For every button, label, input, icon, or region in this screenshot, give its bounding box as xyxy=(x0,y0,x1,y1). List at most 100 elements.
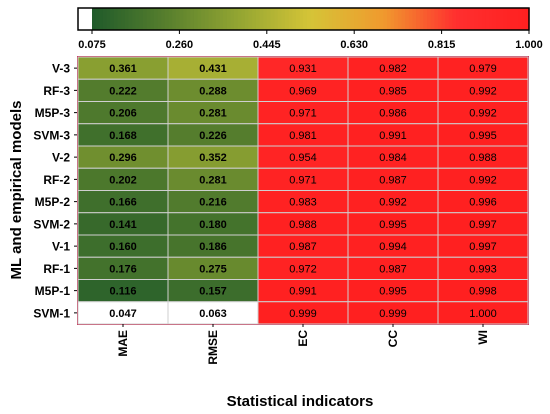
colorbar-segment xyxy=(488,8,494,30)
cell-value-label: 0.986 xyxy=(379,108,407,120)
colorbar-segment xyxy=(335,8,341,30)
colorbar-segment xyxy=(481,8,486,30)
colorbar-segment xyxy=(401,8,406,30)
cell-value-label: 0.972 xyxy=(289,263,317,275)
colorbar-segment xyxy=(234,8,239,30)
cell-value-label: 0.141 xyxy=(109,219,137,231)
colorbar-segment xyxy=(306,8,312,30)
colorbar-segment xyxy=(124,8,130,30)
cell-value-label: 0.987 xyxy=(289,241,317,253)
colorbar-segment xyxy=(525,8,530,30)
colorbar-segment xyxy=(470,8,475,30)
cell-value-label: 0.160 xyxy=(109,241,137,253)
colorbar-segment xyxy=(281,8,286,30)
colorbar-segment xyxy=(153,8,159,30)
colorbar-segment xyxy=(230,8,235,30)
colorbar-segment xyxy=(295,8,301,30)
colorbar-segment xyxy=(390,8,395,30)
colorbar-segment xyxy=(226,8,231,30)
colorbar-segment xyxy=(212,8,217,30)
colorbar-tick-label: 0.075 xyxy=(78,39,106,51)
colorbar-segment xyxy=(368,8,374,30)
colorbar-segment xyxy=(270,8,275,30)
colorbar-segment xyxy=(430,8,435,30)
colorbar-below-min xyxy=(78,8,92,30)
cell-value-label: 0.995 xyxy=(379,286,407,298)
colorbar-segment xyxy=(106,8,111,30)
colorbar-segment xyxy=(241,8,246,30)
cell-value-label: 0.995 xyxy=(379,219,407,231)
cell-value-label: 0.988 xyxy=(289,219,317,231)
colorbar-segment xyxy=(201,8,206,30)
cell-value-label: 0.157 xyxy=(199,286,227,298)
colorbar-segment xyxy=(204,8,210,30)
colorbar-tick-label: 0.630 xyxy=(340,39,368,51)
colorbar-segment xyxy=(168,8,173,30)
cell-value-label: 0.996 xyxy=(469,197,497,209)
colorbar-segment xyxy=(237,8,242,30)
colorbar-segment xyxy=(339,8,344,30)
colorbar-segment xyxy=(197,8,202,30)
cell-value-label: 0.992 xyxy=(379,197,407,209)
x-tick-labels: MAE RMSE EC CC WI xyxy=(116,324,490,365)
cell-value-label: 0.997 xyxy=(469,241,497,253)
cell-value-label: 0.971 xyxy=(289,108,317,120)
cell-value-label: 0.992 xyxy=(469,85,497,97)
colorbar-segment xyxy=(121,8,126,30)
cell-value-label: 1.000 xyxy=(469,308,497,320)
x-tick-label: MAE xyxy=(116,330,130,357)
cell-value-label: 0.997 xyxy=(469,219,497,231)
colorbar-segment xyxy=(499,8,505,30)
colorbar-segment xyxy=(92,8,97,30)
y-tick-label: M5P-1 xyxy=(35,284,71,298)
colorbar-tick-label: 0.445 xyxy=(253,39,281,51)
colorbar-segment xyxy=(164,8,170,30)
x-tick-label: WI xyxy=(476,330,490,345)
colorbar-segment xyxy=(328,8,333,30)
cell-value-label: 0.288 xyxy=(199,85,227,97)
colorbar-segment xyxy=(474,8,479,30)
colorbar-segment xyxy=(310,8,315,30)
colorbar-segment xyxy=(314,8,319,30)
colorbar-segment xyxy=(252,8,257,30)
colorbar-segment xyxy=(113,8,119,30)
colorbar-segment xyxy=(434,8,439,30)
cell-value-label: 0.984 xyxy=(379,152,407,164)
cell-value-label: 0.969 xyxy=(289,85,317,97)
cell-value-label: 0.047 xyxy=(109,308,137,320)
y-tick-label: RF-1 xyxy=(43,262,70,276)
colorbar: 0.075 0.260 0.445 0.630 0.815 1.000 xyxy=(77,7,543,51)
cell-value-label: 0.275 xyxy=(199,263,227,275)
cell-value-label: 0.992 xyxy=(469,174,497,186)
cell-value-label: 0.281 xyxy=(199,108,227,120)
colorbar-tick-label: 0.815 xyxy=(428,39,456,51)
colorbar-segment xyxy=(259,8,264,30)
colorbar-segment xyxy=(142,8,148,30)
cell-value-label: 0.998 xyxy=(469,286,497,298)
y-tick-label: V-2 xyxy=(52,151,70,165)
colorbar-segment xyxy=(437,8,443,30)
y-tick-label: V-3 xyxy=(52,62,70,76)
cell-value-label: 0.168 xyxy=(109,130,137,142)
colorbar-segment xyxy=(521,8,526,30)
cell-value-label: 0.202 xyxy=(109,174,137,186)
y-axis-label: ML and empirical models xyxy=(8,101,25,280)
cell-value-label: 0.995 xyxy=(469,130,497,142)
cell-value-label: 0.954 xyxy=(289,152,317,164)
colorbar-segment xyxy=(485,8,490,30)
colorbar-segment xyxy=(208,8,213,30)
colorbar-segment xyxy=(299,8,304,30)
colorbar-segment xyxy=(376,8,381,30)
colorbar-tick-label: 0.260 xyxy=(166,39,194,51)
cell-value-label: 0.063 xyxy=(199,308,227,320)
colorbar-segment xyxy=(139,8,144,30)
colorbar-segment xyxy=(193,8,199,30)
cell-value-label: 0.999 xyxy=(289,308,317,320)
colorbar-tick-label: 1.000 xyxy=(515,39,543,51)
cell-value-label: 0.981 xyxy=(289,130,317,142)
colorbar-segment xyxy=(186,8,191,30)
colorbar-segment xyxy=(507,8,512,30)
colorbar-segment xyxy=(365,8,370,30)
colorbar-segment xyxy=(441,8,446,30)
cell-value-label: 0.206 xyxy=(109,108,137,120)
